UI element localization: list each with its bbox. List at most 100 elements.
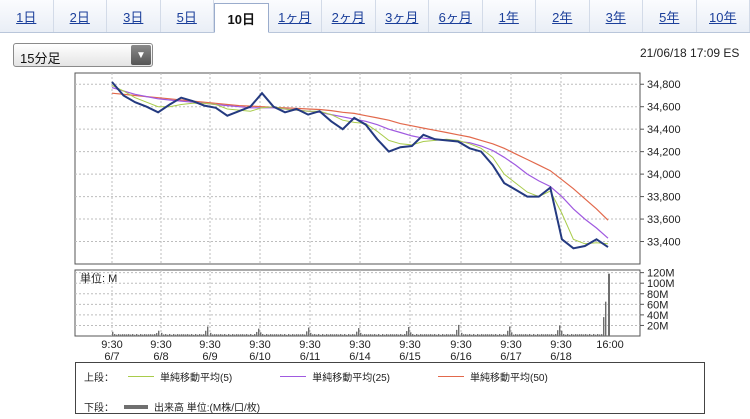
volume-bar [493,334,495,336]
tab-11[interactable]: 2年 [536,0,590,32]
volume-bar [142,334,144,336]
volume-y-tick-label: 20M [647,320,668,332]
legend-volume-swatch [124,404,148,409]
volume-bar [260,332,262,336]
volume-bar [424,334,426,336]
ma5-line [111,84,609,245]
volume-bar [509,326,511,336]
volume-bar [230,334,232,336]
volume-bar [479,334,481,336]
volume-bar [529,334,531,336]
volume-bar [551,334,553,336]
legend-ma5-swatch [128,376,154,377]
x-tick-time-label: 9:30 [199,339,220,351]
volume-bar [146,334,148,336]
volume-y-tick-label: 120M [647,268,675,280]
volume-bar [158,330,160,336]
volume-bar [420,334,422,336]
volume-bar [565,334,567,336]
volume-bar [201,334,203,336]
price-y-tick-label: 34,600 [647,102,681,114]
volume-bar [396,334,398,336]
volume-bar [282,334,284,336]
volume-bar [332,334,334,336]
volume-bar [376,334,378,336]
chevron-down-icon[interactable]: ▼ [131,45,151,65]
volume-bar [593,333,595,336]
x-tick-date-label: 6/15 [399,351,420,362]
volume-bar [477,334,479,336]
legend-ma25-swatch [280,376,307,377]
volume-unit-label: 単位: M [80,271,117,285]
period-tabs: 1日 2日 3日 5日 10日 1ヶ月 2ヶ月 3ヶ月 6ヶ月 1年 2年 3年 5年 10年 [0,0,750,33]
volume-bar [116,334,118,336]
volume-bar [274,334,276,336]
tab-13[interactable]: 5年 [643,0,697,32]
volume-bar [404,333,406,336]
legend-ma50-swatch [438,376,465,377]
tab-10[interactable]: 1年 [483,0,536,32]
volume-bar [438,333,440,336]
volume-bar [553,334,555,336]
volume-bar [471,334,473,336]
volume-bar [434,334,436,336]
volume-bar [226,334,228,336]
volume-bar [485,334,487,336]
volume-bar [300,334,302,336]
volume-bar [535,334,537,336]
tab-8[interactable]: 3ヶ月 [376,0,429,32]
volume-bar [268,334,270,336]
volume-bar [426,334,428,336]
volume-bar [599,334,601,336]
volume-bar [430,334,432,336]
legend-ma25-label: 単純移動平均(25) [312,373,391,384]
volume-bar [515,334,517,336]
volume-bar [258,328,260,336]
price-y-tick-label: 33,400 [647,237,681,249]
volume-bar [114,334,116,336]
volume-bar [118,334,120,336]
legend-lower-label: 下段： [84,403,114,414]
volume-bar [398,334,400,336]
volume-bar [284,334,286,336]
volume-bar [366,334,368,336]
volume-bar [161,332,163,336]
tab-12[interactable]: 3年 [590,0,643,32]
volume-bar [294,334,296,336]
tab-7[interactable]: 2ヶ月 [322,0,376,32]
tab-6[interactable]: 1ヶ月 [269,0,322,32]
volume-bar [463,334,465,336]
volume-bar [475,334,477,336]
volume-bar [579,334,581,336]
x-tick-date-label: 6/11 [300,351,321,362]
volume-bar [499,333,501,336]
volume-bar [364,334,366,336]
volume-bar [531,334,533,336]
volume-bar [234,334,236,336]
volume-bar [199,334,201,336]
volume-y-tick-label: 80M [647,289,668,301]
tab-3[interactable]: 3日 [107,0,161,32]
volume-bar [220,334,222,336]
volume-bar [120,334,122,336]
legend-upper-row: 上段： 単純移動平均(5) 単純移動平均(25) 単純移動平均(50) [84,369,596,384]
volume-bar [595,334,597,336]
volume-bar [410,332,412,336]
tab-4[interactable]: 5日 [161,0,214,32]
volume-bar [179,334,181,336]
volume-bar [177,334,179,336]
tab-1[interactable]: 1日 [0,0,54,32]
tab-9[interactable]: 6ヶ月 [429,0,483,32]
volume-bar [136,333,138,336]
interval-select[interactable]: 15分足 ▼ [13,43,153,67]
volume-bar [210,332,212,336]
legend-ma25: 単純移動平均(25) [280,369,390,384]
volume-bar [252,334,254,336]
volume-bar [169,333,171,336]
volume-bar [543,334,545,336]
volume-bar [491,334,493,336]
tab-2[interactable]: 2日 [54,0,107,32]
volume-bar [539,334,541,336]
volume-bar [193,334,195,336]
tab-5[interactable]: 10日 [214,3,269,33]
